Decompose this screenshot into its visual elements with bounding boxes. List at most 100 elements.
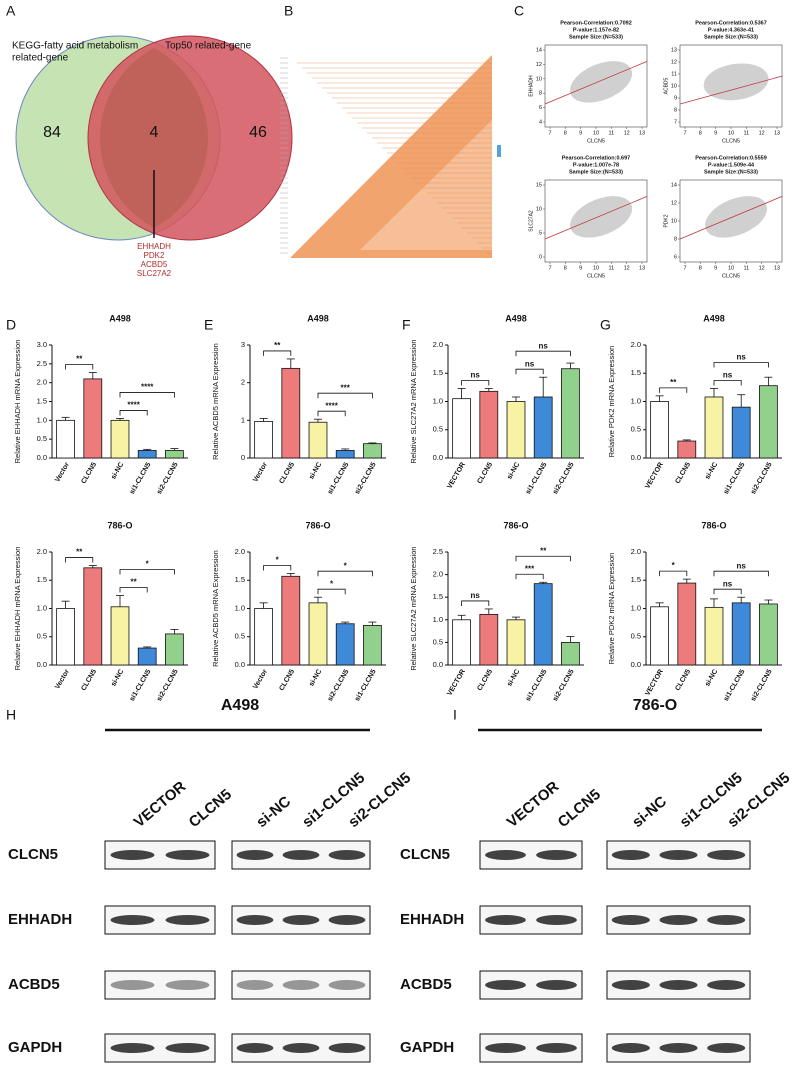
bar <box>759 603 778 666</box>
y-tick-label: 0.0 <box>37 660 47 669</box>
significance-label: ** <box>540 546 547 555</box>
bar <box>704 606 724 666</box>
regression-line <box>544 196 648 240</box>
error-bar <box>116 595 124 607</box>
blot-band <box>282 915 320 925</box>
panel-label: E <box>204 317 213 333</box>
y-tick-label: 12 <box>671 200 677 206</box>
significance-bracket <box>65 557 94 563</box>
significance-bracket <box>65 364 94 370</box>
blot-band <box>328 1043 366 1053</box>
bar <box>56 608 75 666</box>
chart-title: A498 <box>307 313 329 323</box>
blot-band <box>536 915 577 925</box>
chart-title: A498 <box>703 313 725 323</box>
blot-band <box>165 1043 210 1053</box>
bar <box>677 582 697 666</box>
row-label: GAPDH <box>8 1039 62 1056</box>
x-tick-label: si1-CLCN5 <box>129 668 153 702</box>
y-tick-label: 0.0 <box>433 660 443 669</box>
x-axis-label: CLCN5 <box>587 138 605 144</box>
blot-frame <box>231 970 371 1000</box>
lane-label: si-NC <box>629 793 670 831</box>
x-tick-label: CLCN5 <box>278 461 296 485</box>
y-tick-label: 10 <box>671 83 677 89</box>
heatmap-light <box>360 120 492 250</box>
y-tick-label: 12 <box>536 62 542 68</box>
venn-left-label: KEGG-fatty acid metabolism <box>12 41 138 52</box>
error-bar <box>737 394 746 408</box>
y-tick-label: 1.0 <box>37 415 47 424</box>
blot-band <box>328 980 366 990</box>
point-cloud <box>703 63 769 101</box>
x-tick-label: CLCN5 <box>476 668 494 692</box>
chart-title: 786-O <box>107 520 132 530</box>
y-tick-label: 1.5 <box>37 396 47 405</box>
x-tick-label: si-NC <box>704 668 719 687</box>
x-tick-label: 13 <box>639 265 645 271</box>
bar <box>650 401 669 459</box>
error-bar <box>539 376 548 397</box>
bar <box>533 583 553 666</box>
significance-label: * <box>146 560 150 569</box>
x-tick-label: Vector <box>252 461 269 483</box>
significance-label: ns <box>737 353 747 362</box>
error-bar <box>170 448 179 451</box>
venn-right-label: Top50 related-gene <box>165 41 252 52</box>
significance-bracket <box>119 410 148 416</box>
error-bar <box>341 448 350 451</box>
significance-bracket <box>659 570 688 577</box>
x-tick-label: Vector <box>252 668 269 690</box>
x-tick-label: si-NC <box>308 668 323 687</box>
x-tick-label: 9 <box>714 265 717 271</box>
venn-count: 46 <box>249 124 267 141</box>
panel-label: H <box>6 707 16 723</box>
error-bar <box>539 581 548 584</box>
y-tick-label: 2.5 <box>433 547 443 556</box>
x-tick-label: VECTOR <box>446 461 467 490</box>
blot-band <box>536 1043 577 1053</box>
x-tick-label: 9 <box>579 265 582 271</box>
y-axis-label: SLC27A2 <box>528 210 534 232</box>
error-bar <box>682 578 691 584</box>
error-bar <box>143 448 152 451</box>
x-tick-label: si2-CLCN5 <box>750 668 774 702</box>
correlation-stat: P-value:4.363e-41 <box>708 27 754 33</box>
correlation-stat: Sample Size:(N=533) <box>569 34 623 40</box>
y-axis-label: Relative SLC27A2 mRNA Expression <box>409 546 418 670</box>
correlation-stat: Pearson-Correlation:0.697 <box>562 155 630 161</box>
y-tick-label: 0.5 <box>37 434 47 443</box>
x-tick-label: si1-CLCN5 <box>129 461 153 495</box>
error-bar <box>61 416 70 421</box>
blot-band <box>659 1043 698 1053</box>
x-tick-label: 10 <box>728 265 734 271</box>
significance-bracket <box>317 570 373 577</box>
x-tick-label: si2-CLCN5 <box>354 461 378 495</box>
correlation-stat: Sample Size:(N=533) <box>569 169 623 175</box>
significance-bracket <box>713 588 742 595</box>
regression-line <box>679 196 783 240</box>
bar <box>165 450 184 459</box>
x-tick-label: 7 <box>683 265 686 271</box>
y-tick-label: 7 <box>674 119 677 125</box>
y-tick-label: 1 <box>241 415 245 424</box>
bar <box>533 396 553 459</box>
correlation-stat: Pearson-Correlation:0.5367 <box>695 20 767 26</box>
x-tick-label: CLCN5 <box>674 668 692 692</box>
y-tick-label: 10 <box>536 206 542 212</box>
y-tick-label: 1.0 <box>631 603 641 612</box>
error-bar <box>259 418 268 422</box>
significance-label: ** <box>130 578 137 587</box>
gene: PDK2 <box>144 251 165 260</box>
venn-left-label: related-gene <box>12 53 69 64</box>
x-tick-label: 12 <box>624 265 630 271</box>
blot-frame <box>104 970 216 1000</box>
error-bar <box>286 573 295 577</box>
y-axis-label: ACBD5 <box>663 77 669 94</box>
y-tick-label: 0.5 <box>631 632 641 641</box>
y-tick-label: 8 <box>674 107 677 113</box>
y-tick-label: 11 <box>671 71 677 77</box>
row-label: ACBD5 <box>8 976 60 993</box>
significance-label: * <box>276 556 280 565</box>
